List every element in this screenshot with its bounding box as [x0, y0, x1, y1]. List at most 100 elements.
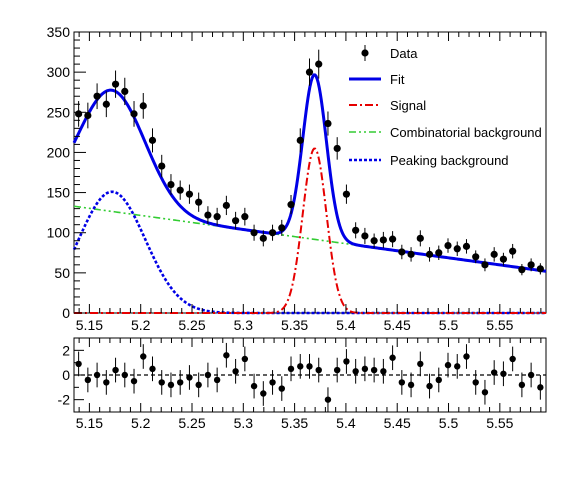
data-point — [185, 190, 194, 198]
pull-point — [223, 352, 230, 359]
pull-point — [204, 371, 212, 379]
pull-point — [232, 368, 239, 375]
pull-point — [306, 363, 313, 370]
data-point — [453, 245, 461, 253]
pull-point — [398, 379, 406, 386]
x-tick-label: 5.5 — [439, 317, 459, 333]
data-point — [416, 234, 424, 242]
data-point — [222, 201, 230, 210]
y-tick-label: 100 — [47, 225, 71, 241]
data-point — [121, 87, 129, 96]
pull-point — [75, 360, 82, 368]
data-point — [379, 236, 387, 244]
data-point — [389, 235, 397, 243]
y-tick-label: 250 — [47, 104, 71, 120]
pull-point — [500, 370, 507, 377]
x-tick-label: 5.5 — [439, 415, 459, 431]
x-tick-label: 5.15 — [76, 415, 103, 431]
data-point — [158, 162, 166, 170]
x-tick-label: 5.3 — [234, 415, 254, 431]
pull-point — [186, 374, 193, 381]
y-tick-label: 200 — [47, 144, 71, 160]
main-plot-frame — [73, 31, 547, 314]
pull-point — [389, 354, 396, 361]
legend-label: Fit — [390, 72, 405, 87]
data-point — [481, 261, 489, 269]
pull-point — [426, 382, 433, 390]
pull-point — [177, 379, 184, 386]
pull-point — [435, 376, 442, 384]
data-point — [296, 136, 304, 144]
legend-data-marker — [361, 49, 369, 57]
data-point — [407, 250, 415, 258]
main-x-ticks: 5.15 5.2 5.25 5.3 5.35 5.4 5.45 5.5 5.55 — [76, 32, 542, 333]
legend-label: Signal — [390, 98, 426, 113]
data-point — [148, 136, 157, 144]
main-curves — [72, 73, 547, 315]
data-point — [315, 60, 323, 68]
pull-point — [149, 365, 156, 373]
x-tick-label: 5.45 — [384, 415, 411, 431]
y-tick-label: 350 — [47, 24, 71, 40]
x-tick-label: 5.55 — [486, 415, 513, 431]
pull-point — [472, 379, 479, 386]
pull-x-ticks: 5.15 5.2 5.25 5.3 5.35 5.4 5.45 5.5 5.55 — [76, 338, 542, 431]
pull-point — [112, 366, 119, 374]
data-point — [518, 266, 526, 274]
fit-curve — [72, 73, 547, 273]
data-point — [490, 250, 498, 258]
pull-point — [527, 371, 535, 379]
y-tick-label: 50 — [54, 265, 70, 281]
data-point — [213, 213, 221, 221]
data-point — [139, 102, 147, 110]
data-point — [536, 265, 544, 273]
data-point — [352, 226, 360, 234]
pull-point — [509, 355, 516, 363]
data-point — [472, 253, 480, 261]
legend-label: Combinatorial background — [390, 125, 542, 140]
data-point — [232, 217, 240, 225]
data-point — [111, 80, 120, 88]
pull-data-points — [75, 342, 544, 412]
x-tick-label: 5.2 — [131, 415, 151, 431]
data-point — [204, 211, 212, 219]
legend: Data Fit Signal Combinatorial background Pea… — [349, 45, 542, 168]
data-point — [84, 111, 92, 120]
data-point — [250, 229, 258, 237]
pull-y-tick-label: 0 — [62, 367, 70, 383]
pull-point — [380, 368, 387, 375]
pull-point — [315, 366, 322, 374]
data-point — [102, 100, 110, 108]
main-y-ticks: 0 50 100 150 200 250 300 350 — [47, 24, 86, 321]
pull-panel: -2 0 2 5.15 5.2 5.25 5.3 5.35 5.4 5.45 5.5 5.55 — [58, 337, 547, 431]
pull-point — [537, 384, 544, 391]
data-point — [287, 201, 295, 209]
pull-point — [130, 377, 138, 385]
signal-curve — [74, 147, 546, 314]
legend-label: Data — [390, 46, 418, 61]
data-point — [195, 198, 203, 206]
x-tick-label: 5.4 — [336, 415, 356, 431]
pull-point — [195, 381, 202, 389]
main-panel: 0 50 100 150 200 250 300 350 5.15 5.2 5.25 5.3 5.35… — [47, 24, 547, 333]
x-tick-label: 5.4 — [336, 317, 356, 333]
pull-point — [333, 366, 341, 374]
data-point — [176, 186, 184, 194]
y-tick-label: 150 — [47, 185, 71, 201]
data-point — [259, 234, 267, 242]
data-point — [278, 224, 286, 232]
pull-point — [260, 390, 267, 397]
data-point — [370, 237, 378, 245]
pull-point — [444, 361, 452, 369]
pull-point — [417, 360, 424, 368]
data-point — [93, 92, 101, 100]
pull-point — [103, 379, 110, 386]
pull-point — [454, 363, 461, 370]
data-point — [241, 213, 249, 221]
data-point — [305, 68, 314, 76]
pull-point — [250, 382, 258, 390]
data-point — [425, 250, 434, 258]
pull-y-tick-label: -2 — [58, 392, 71, 408]
pull-point — [343, 358, 350, 365]
